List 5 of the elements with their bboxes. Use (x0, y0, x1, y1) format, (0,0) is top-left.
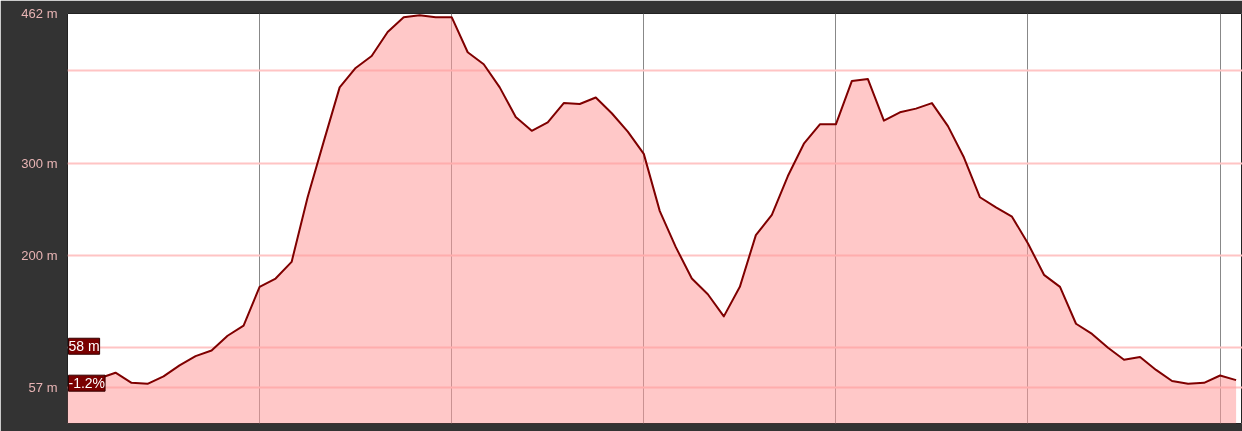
annotation: 58 m (68, 338, 100, 355)
y-tick-label: 462 m (21, 6, 58, 21)
y-tick-label: 57 m (28, 379, 58, 395)
y-tick-label: 300 m (21, 155, 58, 171)
y-tick-label: 200 m (21, 247, 58, 263)
